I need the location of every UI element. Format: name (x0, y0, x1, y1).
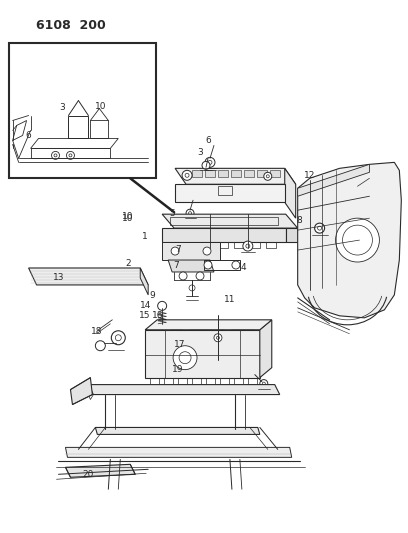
Bar (257, 171, 267, 177)
Circle shape (214, 334, 222, 342)
Bar (231, 171, 241, 177)
Circle shape (266, 175, 269, 178)
Text: 6: 6 (26, 131, 31, 140)
Circle shape (67, 151, 74, 159)
Text: 8: 8 (297, 216, 303, 224)
Text: 19: 19 (172, 365, 184, 374)
Bar (9, 43, 156, 179)
Text: 20: 20 (83, 470, 94, 479)
Circle shape (202, 161, 210, 169)
Circle shape (184, 325, 188, 329)
Text: 10: 10 (122, 212, 133, 221)
Polygon shape (65, 464, 135, 477)
Circle shape (246, 244, 250, 248)
Text: 6: 6 (205, 136, 211, 145)
Text: 3: 3 (197, 148, 203, 157)
Text: 16: 16 (153, 311, 164, 320)
Circle shape (232, 261, 240, 269)
Circle shape (243, 241, 253, 251)
Polygon shape (162, 214, 298, 228)
Circle shape (208, 160, 212, 164)
Polygon shape (298, 163, 401, 318)
Text: 17: 17 (174, 340, 186, 349)
Circle shape (217, 336, 220, 339)
Polygon shape (285, 168, 296, 218)
Circle shape (196, 272, 204, 280)
Text: 2: 2 (125, 259, 131, 268)
Text: 1: 1 (142, 232, 148, 240)
Polygon shape (162, 228, 286, 242)
Polygon shape (175, 184, 285, 202)
Circle shape (262, 382, 265, 385)
Circle shape (111, 331, 125, 345)
Bar (218, 186, 232, 195)
Text: 6108  200: 6108 200 (35, 19, 105, 32)
Polygon shape (286, 228, 298, 242)
Polygon shape (260, 320, 272, 377)
Bar (205, 171, 215, 177)
Text: 9: 9 (149, 292, 155, 301)
Circle shape (226, 325, 230, 329)
Circle shape (204, 261, 212, 269)
Circle shape (315, 223, 325, 233)
Circle shape (317, 226, 322, 230)
Polygon shape (29, 268, 148, 285)
Text: 4: 4 (241, 263, 247, 272)
Circle shape (54, 154, 57, 157)
Text: 15: 15 (140, 311, 151, 320)
Text: 10: 10 (122, 214, 133, 223)
Polygon shape (140, 268, 148, 295)
Circle shape (171, 247, 179, 255)
Polygon shape (298, 164, 369, 196)
Circle shape (157, 319, 167, 329)
Circle shape (157, 301, 166, 310)
Text: 18: 18 (91, 327, 102, 336)
Polygon shape (168, 260, 214, 272)
Text: 5: 5 (169, 209, 175, 217)
Polygon shape (95, 427, 260, 434)
Circle shape (95, 341, 105, 351)
Circle shape (335, 218, 379, 262)
Polygon shape (145, 330, 260, 377)
Circle shape (264, 172, 272, 180)
Circle shape (51, 151, 60, 159)
Circle shape (189, 285, 195, 291)
Circle shape (179, 352, 191, 364)
Polygon shape (71, 377, 92, 405)
Text: 3: 3 (60, 103, 65, 112)
Text: 13: 13 (53, 273, 64, 282)
Text: 10: 10 (95, 102, 106, 111)
Circle shape (203, 247, 211, 255)
Bar (218, 171, 228, 177)
Circle shape (173, 346, 197, 370)
Circle shape (179, 272, 187, 280)
Circle shape (188, 212, 191, 215)
Circle shape (223, 322, 233, 332)
Polygon shape (166, 324, 254, 330)
Text: 11: 11 (224, 295, 236, 304)
Circle shape (205, 157, 215, 167)
Bar (244, 171, 254, 177)
Circle shape (182, 171, 192, 180)
Polygon shape (145, 320, 272, 330)
Circle shape (115, 335, 121, 341)
Bar (192, 171, 202, 177)
Circle shape (186, 209, 194, 217)
Text: 7: 7 (175, 245, 181, 254)
Text: 14: 14 (140, 301, 151, 310)
Text: 12: 12 (304, 171, 315, 180)
Circle shape (185, 173, 189, 177)
Polygon shape (175, 168, 296, 184)
Polygon shape (89, 385, 280, 394)
Polygon shape (162, 242, 220, 260)
Polygon shape (65, 447, 292, 457)
Circle shape (343, 225, 373, 255)
Bar (270, 171, 280, 177)
Circle shape (69, 154, 72, 157)
Circle shape (181, 322, 191, 332)
Circle shape (260, 379, 268, 387)
Text: 7: 7 (173, 261, 179, 270)
